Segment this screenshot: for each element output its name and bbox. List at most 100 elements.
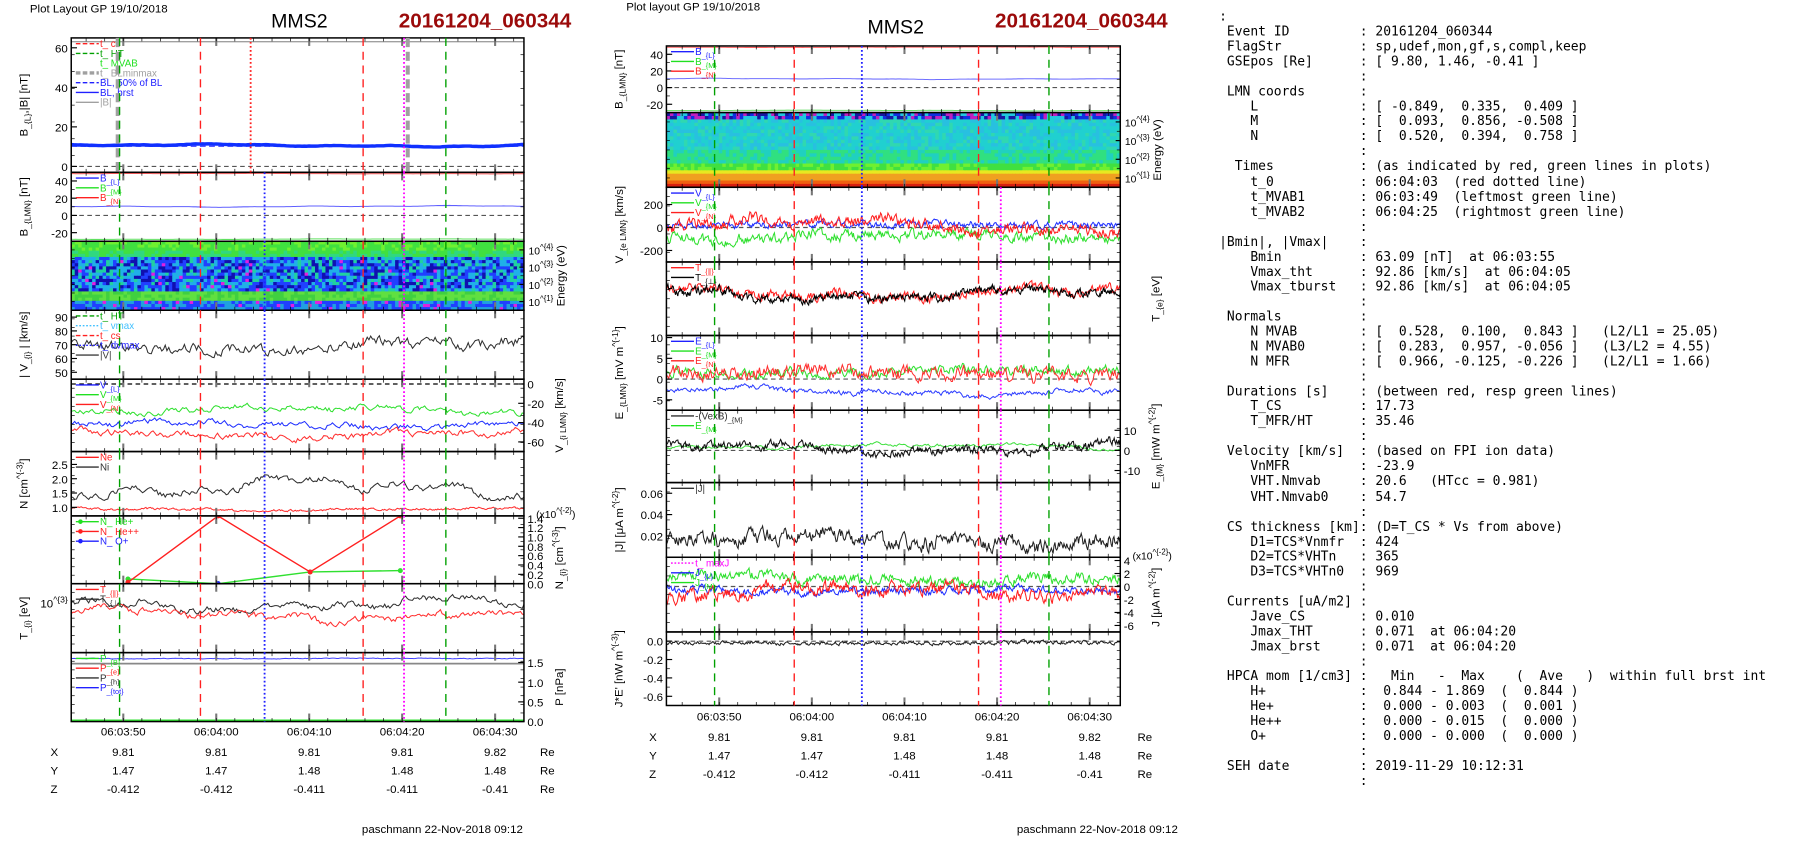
- spectrogram-cell: [482, 300, 487, 305]
- spectrogram-cell: [499, 263, 504, 267]
- spectrogram-cell: [339, 263, 344, 267]
- spectrogram-cell: [147, 250, 152, 255]
- spectrogram-cell: [1001, 119, 1006, 124]
- spectrogram-cell: [893, 132, 898, 137]
- spectrogram-cell: [85, 307, 90, 311]
- spectrogram-cell: [395, 266, 400, 270]
- spectrogram-cell: [673, 126, 678, 131]
- y-tick-label: 40: [650, 50, 663, 62]
- spectrogram-cell: [370, 253, 375, 258]
- spectrogram-cell: [516, 294, 521, 299]
- spectrogram-cell: [837, 115, 842, 120]
- spectrogram-cell: [113, 272, 117, 277]
- spectrogram-cell: [113, 244, 117, 249]
- legend-item: V_{M}: [75, 390, 122, 404]
- spectrogram-cell: [363, 244, 368, 249]
- spectrogram-cell: [189, 241, 194, 245]
- spectrogram-cell: [788, 122, 793, 127]
- spectrogram-cell: [415, 294, 420, 299]
- spectrogram-cell: [415, 278, 420, 283]
- spectrogram-cell: [304, 272, 309, 277]
- spectrogram-cell: [475, 250, 480, 255]
- spectrogram-cell: [304, 247, 309, 252]
- y-tick-label: 0.4: [527, 561, 544, 573]
- spectrogram-cell: [144, 288, 149, 292]
- spectrogram-cell: [454, 250, 459, 255]
- spectrogram-cell: [1064, 132, 1069, 137]
- spectrogram-cell: [813, 115, 818, 120]
- spectrogram-cell: [294, 269, 299, 274]
- spectrogram-cell: [415, 244, 420, 249]
- spectrogram-cell: [241, 297, 246, 302]
- spectrogram-cell: [977, 132, 982, 137]
- x-tick-label: 06:04:20: [380, 726, 425, 738]
- spectrogram-cell: [820, 119, 824, 124]
- spectrogram-cell: [339, 291, 344, 296]
- spectrogram-cell: [294, 244, 299, 249]
- spectrogram-cell: [203, 291, 208, 296]
- spectrogram-cell: [489, 256, 494, 261]
- spectrogram-cell: [304, 307, 309, 311]
- spectrogram-cell: [370, 288, 375, 292]
- spectrogram-cell: [189, 263, 194, 267]
- spectrogram-cell: [161, 285, 166, 289]
- spectrogram-cell: [429, 294, 434, 299]
- spectrogram-cell: [353, 300, 358, 305]
- spectrogram-cell: [102, 297, 107, 302]
- spectrogram-cell: [269, 282, 274, 286]
- spectrogram-cell: [370, 300, 375, 305]
- spectrogram-cell: [175, 260, 180, 264]
- spectrogram-cell: [785, 119, 790, 124]
- spectrogram-cell: [74, 247, 79, 252]
- spectrogram-cell: [1029, 129, 1034, 134]
- spectrogram-cell: [318, 297, 323, 302]
- position-value: 9.81: [298, 747, 320, 759]
- spectrogram-cell: [339, 272, 344, 277]
- spectrogram-cell: [468, 269, 473, 274]
- spectrogram-cell: [328, 294, 333, 299]
- spectrogram-cell: [123, 263, 128, 267]
- spectrogram-cell: [328, 247, 333, 252]
- event-id-title-middle: 20161204_060344: [995, 9, 1168, 33]
- spectrogram-cell: [1043, 129, 1048, 134]
- spectrogram-cell: [147, 297, 152, 302]
- spectrogram-cell: [774, 129, 779, 134]
- spectrogram-cell: [210, 285, 215, 289]
- spectrogram-cell: [694, 126, 699, 131]
- spectrogram-cell: [147, 247, 152, 252]
- spectrogram-cell: [342, 307, 347, 311]
- spectrogram-cell: [363, 307, 368, 311]
- spectrogram-cell: [409, 275, 413, 280]
- y-tick-label: 1.0: [527, 533, 543, 545]
- spectrogram-cell: [447, 241, 452, 245]
- spectrogram-cell: [262, 241, 267, 245]
- spectrogram-cell: [963, 132, 968, 137]
- spectrogram-cell: [475, 263, 480, 267]
- spectrogram-cell: [503, 288, 507, 292]
- spectrogram-cell: [227, 275, 232, 280]
- spectrogram-cell: [123, 307, 128, 311]
- spectrogram-cell: [217, 291, 222, 296]
- spectrogram-cell: [165, 247, 170, 252]
- spectrogram-cell: [499, 300, 504, 305]
- spectrogram-cell: [269, 244, 274, 249]
- spectrogram-cell: [478, 266, 483, 270]
- spectrogram-cell: [252, 282, 257, 286]
- spectrogram-cell: [781, 132, 786, 137]
- spectrogram-cell: [722, 132, 727, 137]
- spectrogram-cell: [492, 256, 497, 261]
- spectrogram-cell: [433, 307, 438, 311]
- spectrogram-cell: [1099, 122, 1104, 127]
- spectrogram-cell: [513, 266, 518, 270]
- position-row-label: Y: [51, 765, 59, 777]
- spectrogram-cell: [694, 119, 699, 124]
- spectrogram-cell: [151, 253, 156, 258]
- spectrogram-cell: [503, 263, 507, 267]
- spectrogram-cell: [987, 129, 992, 134]
- spectrogram-cell: [478, 297, 483, 302]
- spectrogram-cell: [732, 136, 737, 141]
- spectrogram-cell: [193, 275, 198, 280]
- spectrogram-cell: [952, 136, 957, 141]
- spectrogram-cell: [363, 275, 368, 280]
- spectrogram-cell: [220, 288, 225, 292]
